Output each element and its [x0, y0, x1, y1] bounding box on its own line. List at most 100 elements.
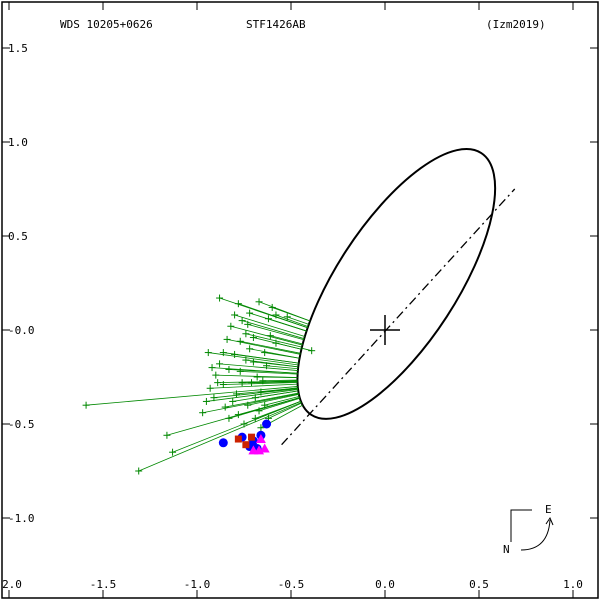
residual-line	[202, 393, 299, 414]
visual-observation-point	[249, 334, 257, 342]
residual-line	[245, 359, 299, 368]
visual-observation-point	[272, 311, 280, 319]
visual-observation-point	[135, 467, 143, 475]
visual-observation-point	[246, 309, 254, 317]
visual-observation-point	[261, 401, 269, 409]
visual-observation-point	[272, 339, 280, 347]
x-tick-label: 0.0	[375, 578, 395, 591]
residual-line	[232, 390, 299, 402]
visual-observation-point	[240, 420, 248, 428]
residual-line	[264, 352, 300, 359]
residual-line	[227, 339, 301, 355]
visual-observation-point	[255, 298, 263, 306]
visual-observation-point	[242, 356, 250, 364]
residual-line	[258, 397, 300, 412]
visual-observation-point	[251, 394, 259, 402]
residual-line	[138, 402, 302, 472]
visual-observation-point	[214, 379, 222, 387]
residual-line	[262, 379, 298, 382]
residual-line	[223, 382, 298, 385]
residual-line	[86, 386, 298, 406]
visual-observation-point	[236, 337, 244, 345]
visual-observation-point	[225, 414, 233, 422]
visual-observation-point	[248, 379, 256, 387]
visual-observation-point	[206, 384, 214, 392]
visual-observation-point	[244, 401, 252, 409]
residual-line	[206, 389, 299, 402]
residual-line	[219, 297, 308, 329]
y-tick-label: 1.5	[8, 42, 28, 55]
x-tick-label: -0.5	[278, 578, 305, 591]
visual-observation-point	[238, 379, 246, 387]
residual-line	[234, 354, 299, 364]
visual-observation-point	[257, 388, 265, 396]
visual-observation-point	[261, 349, 269, 357]
visual-observation-point	[210, 394, 218, 402]
residual-line	[255, 400, 302, 419]
residual-line	[264, 395, 300, 406]
red-observation-point	[248, 433, 256, 441]
y-tick-label: -0.0	[8, 324, 35, 337]
residual-line	[225, 392, 299, 408]
visual-observation-point	[246, 345, 254, 353]
orbit-ellipse	[296, 148, 497, 420]
header-right: (Izm2019)	[486, 18, 546, 31]
x-tick-label: 1.0	[563, 578, 583, 591]
residual-line	[240, 370, 298, 375]
residual-line	[287, 316, 309, 325]
residual-line	[258, 301, 311, 322]
visual-observation-point	[199, 409, 207, 417]
visual-observation-point	[263, 362, 271, 370]
compass-arrowhead-icon	[545, 516, 554, 526]
residual-line	[268, 402, 302, 419]
x-tick-label: 0.5	[469, 578, 489, 591]
speckle-observation-point	[218, 438, 228, 448]
visual-observation-point	[202, 397, 210, 405]
compass: E N	[503, 503, 554, 556]
visual-observation-point	[308, 347, 316, 355]
visual-observation-point	[251, 414, 259, 422]
visual-observation-point	[221, 403, 229, 411]
visual-observation-point	[249, 358, 257, 366]
visual-observation-point	[231, 350, 239, 358]
visual-observation-point	[253, 373, 261, 381]
visual-observation-point	[232, 390, 240, 398]
residual-line	[230, 325, 303, 346]
visual-observation-point	[163, 431, 171, 439]
x-tick-label: -1.5	[90, 578, 117, 591]
compass-north-label: N	[503, 543, 510, 556]
residual-line	[257, 376, 298, 378]
visual-observation-point	[208, 364, 216, 372]
red-observation-point	[234, 435, 242, 443]
line-of-nodes	[281, 188, 516, 446]
visual-observation-point	[216, 294, 224, 302]
y-tick-label: 0.5	[8, 230, 28, 243]
residual-line	[245, 333, 303, 348]
visual-observation-point	[266, 332, 274, 340]
residual-line	[247, 393, 299, 406]
chart-marks	[82, 148, 516, 475]
visual-observation-point	[169, 448, 177, 456]
y-tick-label: -0.5	[8, 418, 35, 431]
compass-arrow-icon	[520, 519, 551, 551]
compass-axes	[510, 509, 532, 542]
visual-observation-point	[204, 349, 212, 357]
y-tick-label: -1.0	[8, 512, 35, 525]
visual-observation-point	[264, 315, 272, 323]
y-tick-label: 1.0	[8, 136, 28, 149]
residual-line	[210, 383, 298, 389]
visual-observation-point	[257, 424, 265, 432]
compass-east-label: E	[545, 503, 552, 516]
visual-observation-point	[242, 330, 250, 338]
red-observation-point	[242, 441, 250, 449]
visual-observation-point	[244, 320, 252, 328]
x-tick-label: 2.0	[2, 578, 22, 591]
visual-observation-point	[82, 401, 90, 409]
visual-observation-point	[216, 360, 224, 368]
residual-line	[240, 340, 301, 354]
visual-observation-point	[238, 317, 246, 325]
residual-line	[212, 367, 298, 374]
visual-observation-point	[234, 300, 242, 308]
